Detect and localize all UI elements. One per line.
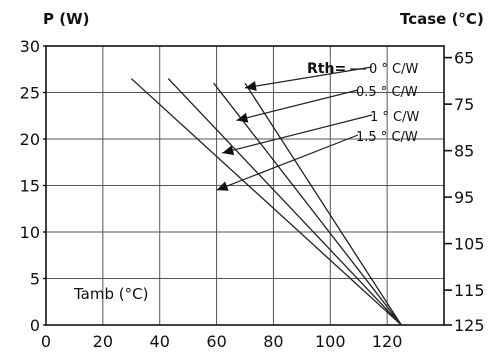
y2-tick-label: 75 <box>454 95 474 114</box>
y-tick-label: 10 <box>20 223 40 242</box>
y2-tick-label: 105 <box>454 235 485 254</box>
series-label: 0.5 ° C/W <box>356 85 418 100</box>
annotation-arrowhead <box>222 145 235 156</box>
y-axis-title: P (W) <box>43 10 89 28</box>
y2-tick-label: 125 <box>454 316 485 335</box>
x-axis-title: Tamb (°C) <box>73 285 148 303</box>
series-label: 1 ° C/W <box>370 110 419 125</box>
y2-tick-label: 85 <box>454 142 474 161</box>
annotation-leader <box>236 89 359 121</box>
y-tick-label: 15 <box>20 177 40 196</box>
x-tick-label: 20 <box>93 332 113 351</box>
rth-label: Rth= <box>307 61 346 77</box>
series-line <box>244 82 402 326</box>
y-tick-label: 30 <box>20 37 40 56</box>
x-tick-label: 80 <box>263 332 283 351</box>
annotation-leader <box>222 114 373 154</box>
annotation-leader <box>216 134 359 191</box>
series-line <box>130 78 402 326</box>
x-tick-labels: 0 20 40 60 80 100 120 <box>41 332 403 351</box>
x-tick-label: 120 <box>372 332 403 351</box>
series-lines <box>130 78 402 326</box>
x-tick-label: 40 <box>150 332 170 351</box>
series-label: 0 ° C/W <box>369 62 418 77</box>
y2-tick-labels: 65 75 85 95 105 115 125 <box>444 49 485 335</box>
y-tick-label: 25 <box>20 84 40 103</box>
series-line <box>167 78 402 326</box>
series-label: 1.5 ° C/W <box>356 130 418 145</box>
annotation-leader <box>244 66 373 89</box>
y-tick-label: 5 <box>30 270 40 289</box>
series-line <box>213 82 402 326</box>
x-tick-label: 0 <box>41 332 51 351</box>
y-tick-labels: 0 5 10 15 20 25 30 <box>20 37 46 335</box>
y2-tick-label: 65 <box>454 49 474 68</box>
annotation-arrowhead <box>216 181 229 191</box>
y2-tick-label: 115 <box>454 281 485 300</box>
y2-tick-label: 95 <box>454 188 474 207</box>
x-tick-label: 100 <box>315 332 346 351</box>
y-tick-label: 20 <box>20 130 40 149</box>
annotation-arrowhead <box>245 81 257 92</box>
y-tick-label: 0 <box>30 316 40 335</box>
y2-axis-title: Tcase (°C) <box>400 10 484 28</box>
annotation-arrowhead <box>236 112 249 123</box>
x-tick-label: 60 <box>206 332 226 351</box>
series-annotations: 0 ° C/W 0.5 ° C/W 1 ° C/W 1.5 ° C/W <box>216 62 419 191</box>
